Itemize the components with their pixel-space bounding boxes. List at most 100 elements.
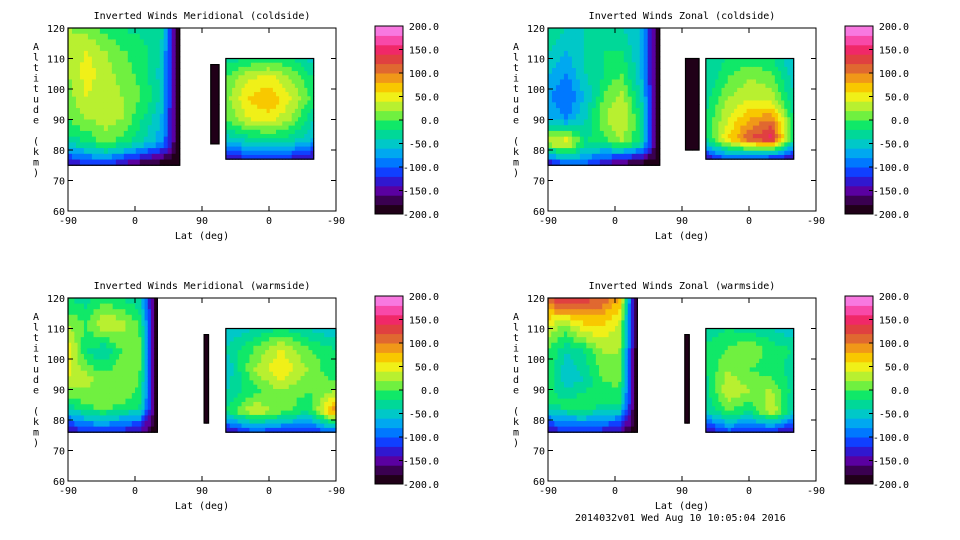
data-cell xyxy=(95,39,101,46)
data-cell xyxy=(560,404,565,411)
data-cell xyxy=(624,393,629,400)
data-cell xyxy=(103,45,109,52)
data-cell xyxy=(567,398,571,405)
data-cell xyxy=(135,125,141,132)
segment-outline xyxy=(210,63,220,145)
data-cell xyxy=(304,337,310,343)
data-cell xyxy=(249,401,254,407)
data-cell xyxy=(573,298,578,305)
data-cell xyxy=(575,113,581,121)
data-cell xyxy=(746,125,751,131)
data-cell xyxy=(630,421,635,428)
data-cell xyxy=(623,148,629,155)
data-cell xyxy=(225,129,230,135)
data-cell xyxy=(127,39,133,46)
data-cell xyxy=(276,75,280,81)
data-cell xyxy=(103,348,107,355)
data-cell xyxy=(685,58,693,105)
data-cell xyxy=(611,421,616,428)
data-cell xyxy=(570,342,575,349)
data-cell xyxy=(154,353,158,361)
data-cell xyxy=(257,401,262,407)
data-cell xyxy=(310,100,315,106)
data-cell xyxy=(237,414,243,420)
data-cell xyxy=(257,354,262,360)
data-cell xyxy=(250,87,255,93)
data-cell xyxy=(579,68,585,75)
data-cell xyxy=(708,92,713,97)
data-cell xyxy=(138,393,142,400)
data-cell xyxy=(269,75,274,81)
data-cell xyxy=(310,87,315,93)
data-cell xyxy=(147,108,153,115)
data-cell xyxy=(93,331,98,338)
data-cell xyxy=(304,376,310,381)
data-cell xyxy=(621,298,626,305)
data-cell xyxy=(708,87,713,93)
data-cell xyxy=(790,83,795,89)
data-cell xyxy=(128,298,133,305)
data-cell xyxy=(106,398,111,405)
colorbar-tick-label: -50.0 xyxy=(409,410,439,421)
data-cell xyxy=(96,421,101,428)
data-cell xyxy=(288,393,294,399)
data-cell xyxy=(71,309,75,316)
data-cell xyxy=(615,96,621,103)
data-cell xyxy=(175,68,181,75)
data-cell xyxy=(276,376,282,381)
data-cell xyxy=(576,353,581,361)
data-cell xyxy=(115,309,120,316)
data-cell xyxy=(131,39,137,46)
data-cell xyxy=(125,393,130,400)
data-cell xyxy=(257,393,262,399)
data-cell xyxy=(548,337,552,344)
data-cell xyxy=(567,393,571,400)
data-cell xyxy=(570,387,575,394)
data-cell xyxy=(284,414,290,420)
data-cell xyxy=(175,153,181,161)
data-cell xyxy=(771,117,776,122)
data-cell xyxy=(257,376,262,381)
data-cell xyxy=(752,138,757,143)
data-cell xyxy=(591,28,597,35)
data-cell xyxy=(591,125,597,132)
data-cell xyxy=(575,96,581,103)
y-tick-label: 80 xyxy=(53,146,65,157)
data-cell xyxy=(304,350,310,356)
data-cell xyxy=(265,363,270,368)
data-cell xyxy=(91,68,97,75)
data-cell xyxy=(721,113,726,118)
data-cell xyxy=(154,303,158,310)
data-cell xyxy=(77,342,82,349)
data-cell xyxy=(68,393,72,400)
data-cell xyxy=(249,367,254,373)
data-cell xyxy=(684,378,688,424)
data-cell xyxy=(611,353,616,361)
colorbar-tick-label: 200.0 xyxy=(879,22,909,33)
data-cell xyxy=(272,125,277,131)
data-cell xyxy=(635,102,641,109)
data-cell xyxy=(109,398,114,405)
data-cell xyxy=(272,58,277,64)
data-cell xyxy=(643,130,649,138)
data-cell xyxy=(576,370,581,377)
data-cell xyxy=(608,398,613,405)
data-cell xyxy=(579,28,585,35)
data-cell xyxy=(119,325,123,333)
data-cell xyxy=(734,100,738,106)
data-cell xyxy=(95,56,101,63)
data-cell xyxy=(241,332,247,338)
data-cell xyxy=(147,348,152,355)
data-cell xyxy=(639,85,645,92)
data-cell xyxy=(250,117,255,122)
data-cell xyxy=(567,90,573,98)
data-cell xyxy=(147,426,152,433)
data-cell xyxy=(106,381,111,389)
data-cell xyxy=(228,138,233,143)
data-cell xyxy=(80,314,85,321)
data-cell xyxy=(241,104,246,110)
data-cell xyxy=(591,50,597,58)
data-cell xyxy=(128,309,133,316)
data-cell xyxy=(131,409,136,417)
data-cell xyxy=(579,45,585,52)
